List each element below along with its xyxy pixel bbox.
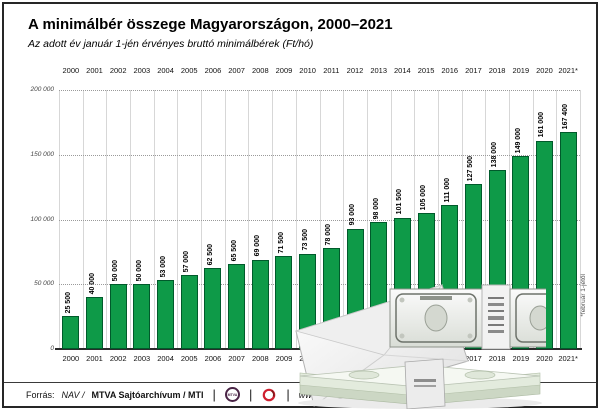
- x-axis-label-top: 2004: [157, 66, 174, 75]
- x-axis-label-top: 2018: [488, 66, 506, 75]
- x-axis-label-top: 2019: [512, 66, 530, 75]
- bar: [204, 268, 222, 349]
- x-axis-label-bottom: 2006: [204, 354, 222, 363]
- gridline-horizontal: [59, 154, 580, 156]
- x-axis-label-top: 2008: [251, 66, 269, 75]
- x-axis-label-top: 2010: [299, 66, 316, 75]
- bar: [133, 284, 151, 349]
- x-axis-label-bottom: 2019: [512, 354, 530, 363]
- bar-value-label: 101 500: [396, 189, 404, 215]
- x-axis-label-top: 2020: [536, 66, 553, 75]
- bar-value-label: 167 400: [562, 103, 570, 130]
- divider: |: [212, 387, 216, 402]
- x-axis-label-top: 2021*: [558, 66, 578, 75]
- bar-value-label: 127 500: [467, 155, 475, 181]
- bar: [86, 297, 104, 349]
- x-axis-label-top: 2001: [86, 66, 103, 75]
- bar-value-label: 105 000: [420, 184, 428, 211]
- money-band-icon: [481, 284, 511, 350]
- y-axis-tick-label: 150 000: [30, 150, 55, 158]
- mtva-logo-label: MTVA: [227, 392, 238, 397]
- bar-value-label: 65 500: [230, 239, 238, 262]
- x-axis-label-bottom: 2009: [275, 354, 293, 363]
- bar-value-label: 111 000: [443, 177, 451, 203]
- bar-value-label: 25 500: [64, 291, 72, 313]
- x-axis-label-top: 2002: [109, 66, 127, 75]
- chart-title: A minimálbér összege Magyarországon, 200…: [28, 16, 393, 33]
- bar: [157, 280, 175, 349]
- x-axis-label-top: 2005: [180, 66, 198, 75]
- bar-value-label: 161 000: [538, 112, 546, 138]
- bar-value-label: 57 000: [183, 250, 191, 273]
- x-axis-label-bottom: 2020: [536, 354, 553, 363]
- banknote-icon: [389, 288, 483, 348]
- x-axis-label-bottom: 2018: [488, 354, 506, 363]
- gridline-horizontal: [59, 90, 580, 91]
- bar: [62, 315, 80, 349]
- bar-value-label: 40 000: [88, 272, 96, 295]
- y-axis-tick-label: 50 000: [34, 280, 54, 288]
- y-axis-tick-label: 200 000: [30, 86, 55, 93]
- bar-value-label: 98 000: [372, 197, 380, 220]
- bar-value-label: 50 000: [135, 259, 143, 282]
- x-axis-label-bottom: 2004: [157, 354, 174, 363]
- bar-value-label: 78 000: [325, 223, 333, 245]
- x-axis-label-bottom: 2021*: [558, 354, 578, 363]
- x-axis-label-top: 2009: [275, 66, 293, 75]
- y-axis-tick-label: 100 000: [30, 215, 55, 223]
- x-axis-label-bottom: 2007: [228, 354, 245, 363]
- bar-value-label: 50 000: [112, 259, 120, 282]
- x-axis-label-top: 2011: [323, 66, 340, 75]
- money-stack-icon: [298, 358, 542, 409]
- gridline-horizontal: [59, 219, 580, 221]
- x-axis-label-bottom: 2001: [86, 354, 103, 363]
- source-agency: NAV /: [61, 389, 85, 400]
- divider: |: [248, 387, 253, 402]
- y-axis-tick-label: 0: [50, 345, 54, 352]
- x-axis-label-bottom: 2017: [465, 354, 482, 363]
- x-axis-label-bottom: 2002: [109, 354, 127, 363]
- bar-value-label: 138 000: [491, 141, 499, 168]
- bar-value-label: 69 000: [254, 235, 262, 257]
- gridline-vertical: [580, 90, 581, 349]
- x-axis-label-top: 2003: [133, 66, 151, 75]
- source-text: MTVA Sajtóarchívum / MTI: [91, 389, 204, 400]
- divider: |: [286, 387, 290, 402]
- bar-value-label: 149 000: [514, 127, 522, 154]
- chart-subtitle: Az adott év január 1-jén érvényes bruttó…: [28, 38, 314, 50]
- bar: [109, 284, 127, 349]
- mtva-logo-icon: MTVA: [224, 387, 240, 402]
- x-axis-label-top: 2015: [417, 66, 435, 75]
- source-prefix: Forrás:: [26, 389, 55, 400]
- bar: [251, 259, 269, 349]
- bar: [559, 132, 577, 349]
- x-axis-label-top: 2006: [204, 66, 222, 75]
- bar: [228, 264, 246, 349]
- x-axis-label-bottom: 2005: [180, 354, 198, 363]
- banknote-icon: [509, 288, 546, 348]
- x-axis-label-bottom: 2003: [133, 354, 151, 363]
- x-axis-label-top: 2016: [441, 66, 459, 75]
- x-axis-label-top: 2007: [228, 66, 245, 75]
- bar: [180, 275, 198, 349]
- x-axis-label-top: 2017: [465, 66, 482, 75]
- bar-value-label: 62 500: [206, 243, 214, 266]
- x-axis-label-top: 2012: [346, 66, 364, 75]
- bar-value-label: 93 000: [349, 204, 357, 226]
- bar-value-label: 53 000: [159, 255, 167, 278]
- gridline-horizontal: [59, 284, 580, 286]
- bar-value-label: 73 500: [301, 229, 309, 251]
- x-axis-label-top: 2013: [370, 66, 388, 75]
- x-axis-label-top: 2014: [394, 66, 411, 75]
- x-axis-label-bottom: 2008: [251, 354, 269, 363]
- x-axis-label-top: 2000: [62, 66, 80, 75]
- chart-footnote: *február 1-jétől: [580, 274, 587, 317]
- mti-logo-icon: [263, 388, 276, 401]
- bar-value-label: 71 500: [277, 232, 285, 254]
- x-axis-label-bottom: 2000: [62, 354, 80, 363]
- bar: [275, 256, 293, 349]
- money-envelope-illustration: [294, 284, 546, 409]
